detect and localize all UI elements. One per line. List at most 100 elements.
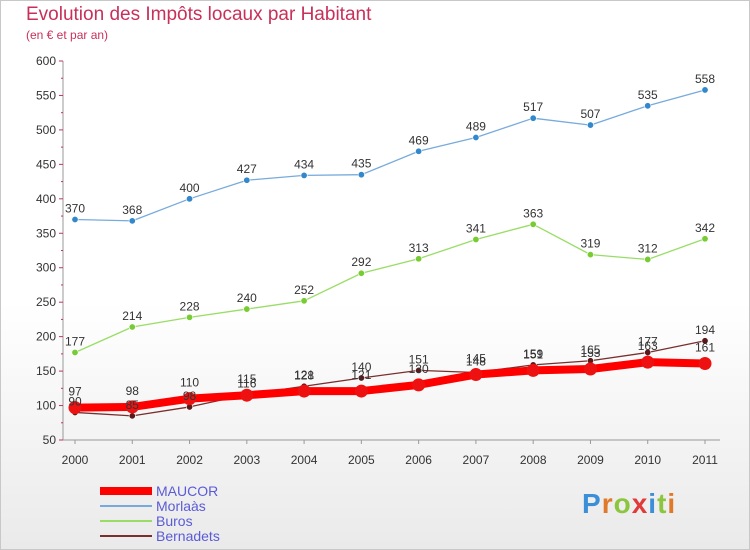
data-label-morla-s: 435: [351, 157, 371, 171]
logo-letter: r: [601, 488, 614, 519]
data-point-bernadets: [701, 337, 709, 345]
data-label-maucor: 153: [580, 346, 600, 360]
data-point-maucor: [583, 362, 597, 376]
data-label-bernadets: 148: [466, 354, 486, 368]
legend-swatch-buros: [100, 520, 152, 522]
x-tick-label: 2008: [520, 453, 547, 467]
data-point-bernadets: [128, 412, 136, 420]
logo-letter: t: [657, 488, 668, 519]
data-label-buros: 177: [65, 334, 85, 348]
data-label-maucor: 130: [409, 362, 429, 376]
y-tick-label: 350: [36, 226, 56, 240]
data-label-maucor: 121: [351, 368, 371, 382]
data-label-buros: 228: [180, 299, 200, 313]
data-point-buros: [243, 305, 251, 313]
data-point-buros: [300, 297, 308, 305]
data-point-morla-s: [128, 217, 136, 225]
data-point-buros: [357, 269, 365, 277]
data-label-bernadets: 116: [237, 377, 256, 391]
y-tick-label: 600: [36, 54, 56, 68]
data-point-maucor: [125, 400, 139, 414]
y-tick-label: 400: [36, 192, 56, 206]
data-label-buros: 363: [523, 206, 543, 220]
data-label-bernadets: 159: [523, 347, 543, 361]
x-tick-label: 2001: [119, 453, 146, 467]
data-point-maucor: [297, 384, 311, 398]
data-label-maucor: 121: [294, 368, 314, 382]
data-label-bernadets: 90: [68, 394, 82, 408]
data-label-morla-s: 370: [65, 201, 85, 215]
data-label-morla-s: 469: [409, 133, 429, 147]
data-point-morla-s: [71, 215, 79, 223]
data-point-morla-s: [186, 195, 194, 203]
y-tick-label: 500: [36, 123, 56, 137]
data-point-buros: [472, 235, 480, 243]
logo-letter: P: [582, 488, 602, 519]
data-point-maucor: [641, 355, 655, 369]
data-point-morla-s: [586, 121, 594, 129]
data-label-buros: 341: [466, 221, 486, 235]
data-label-morla-s: 507: [580, 107, 600, 121]
data-point-bernadets: [357, 374, 365, 382]
data-label-morla-s: 489: [466, 119, 486, 133]
x-tick-label: 2011: [692, 453, 718, 467]
data-label-maucor: 98: [126, 384, 140, 398]
data-label-morla-s: 368: [122, 203, 142, 217]
logo-letter: i: [648, 488, 658, 519]
data-point-buros: [186, 313, 194, 321]
data-point-buros: [586, 251, 594, 259]
data-point-morla-s: [300, 171, 308, 179]
data-label-maucor: 145: [466, 352, 486, 366]
data-label-buros: 240: [237, 291, 257, 305]
data-point-maucor: [412, 378, 426, 392]
data-label-bernadets: 98: [183, 389, 197, 403]
y-tick-label: 200: [36, 330, 56, 344]
data-point-maucor: [469, 368, 483, 382]
x-tick-label: 2002: [176, 453, 203, 467]
data-point-morla-s: [644, 102, 652, 110]
series-line-morla-s: [74, 89, 706, 222]
data-label-morla-s: 558: [695, 72, 715, 86]
legend-swatch-maucor: [100, 487, 152, 495]
data-point-bernadets: [415, 366, 423, 374]
y-tick-label: 250: [36, 295, 56, 309]
chart-subtitle: (en € et par an): [26, 28, 109, 42]
x-tick-label: 2009: [577, 453, 604, 467]
data-point-buros: [529, 220, 537, 228]
x-tick-label: 2004: [291, 453, 318, 467]
data-label-buros: 319: [580, 237, 600, 251]
y-tick-label: 150: [36, 364, 56, 378]
data-label-buros: 292: [351, 255, 371, 269]
legend-label-maucor: MAUCOR: [156, 483, 219, 499]
data-label-morla-s: 400: [180, 181, 200, 195]
data-point-buros: [644, 255, 652, 263]
data-point-maucor: [68, 401, 82, 415]
y-tick-label: 300: [36, 261, 56, 275]
legend-label-bernadets: Bernadets: [156, 528, 220, 544]
y-tick-label: 450: [36, 157, 56, 171]
series-line-buros: [74, 223, 706, 354]
x-tick-label: 2010: [634, 453, 661, 467]
data-label-morla-s: 434: [294, 157, 314, 171]
logo-letter: o: [613, 488, 632, 519]
proxiti-logo: Proxiti: [582, 488, 676, 520]
data-point-buros: [415, 255, 423, 263]
data-label-morla-s: 517: [523, 100, 543, 114]
data-point-morla-s: [472, 133, 480, 141]
legend-label-buros: Buros: [156, 513, 193, 529]
data-label-maucor: 110: [180, 376, 199, 390]
x-tick-label: 2006: [405, 453, 432, 467]
data-point-maucor: [240, 388, 254, 402]
x-tick-label: 2000: [62, 453, 89, 467]
y-tick-label: 550: [36, 88, 56, 102]
data-label-morla-s: 427: [237, 162, 257, 176]
data-label-bernadets: 128: [294, 368, 314, 382]
data-label-morla-s: 535: [638, 88, 658, 102]
data-label-maucor: 163: [638, 339, 658, 353]
legend-swatch-bernadets: [100, 535, 152, 537]
data-label-buros: 252: [294, 283, 314, 297]
x-tick-label: 2007: [463, 453, 490, 467]
data-point-buros: [701, 235, 709, 243]
